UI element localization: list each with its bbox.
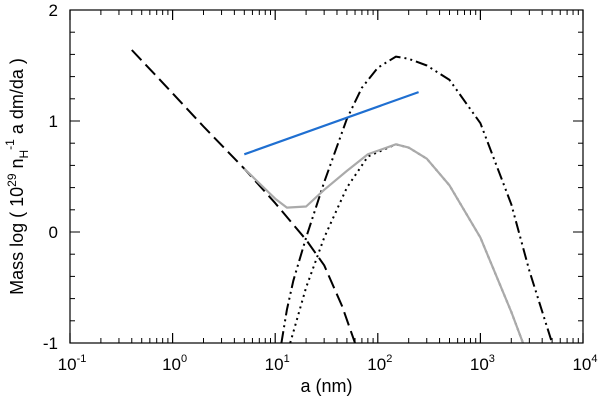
x-axis-title: a (nm)	[300, 376, 352, 396]
y-axis-title-sup2: -1	[3, 139, 17, 150]
y-axis-title-mid: n	[7, 158, 27, 173]
x-tick-label: 103	[470, 353, 495, 374]
series-line-dash-1	[131, 49, 356, 343]
y-axis-title-suffix: a dm/da )	[7, 58, 27, 139]
x-tick-label: 104	[572, 353, 597, 374]
y-axis-title-sup1: 29	[5, 173, 19, 187]
y-tick-label: 0	[49, 223, 58, 242]
series-line-solid-4	[243, 91, 419, 156]
plot-lines	[131, 49, 554, 343]
y-axis-title-sub: H	[17, 150, 31, 159]
axis-tick-labels: 10-1 100 101 102 103 104 -1 0 1 2	[43, 1, 598, 374]
y-axis-title-prefix: Mass log ( 10	[7, 187, 27, 295]
y-tick-label: 2	[49, 1, 58, 20]
series-line-dash-dot-dot-0	[280, 55, 554, 343]
x-tick-label: 100	[162, 353, 187, 374]
y-tick-label: 1	[49, 112, 58, 131]
x-tick-label: 102	[367, 353, 392, 374]
y-axis-title: Mass log ( 1029 nH-1 a dm/da )	[3, 58, 31, 295]
x-tick-label: 101	[265, 353, 290, 374]
plot-frame	[69, 9, 584, 344]
series-line-dot-2	[289, 143, 524, 343]
series-line-solid-3	[243, 143, 525, 343]
axis-ticks	[69, 9, 584, 344]
y-tick-label: -1	[43, 334, 58, 353]
x-tick-label: 10-1	[58, 353, 87, 374]
